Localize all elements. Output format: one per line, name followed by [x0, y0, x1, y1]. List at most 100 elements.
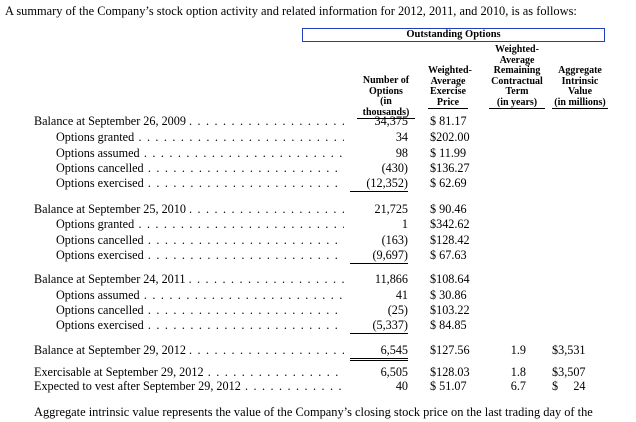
column-header-line: (in thousands) — [362, 96, 410, 118]
intro-paragraph: A summary of the Company’s stock option … — [5, 4, 577, 18]
price-cell: $103.22 — [430, 303, 470, 317]
price-cell: $ 51.07 — [430, 379, 467, 393]
leader-dots: . . . . . . . . . . . . . . . . . . . . … — [138, 130, 344, 144]
table-row: Options exercised . . . . . . . . . . . … — [0, 176, 636, 192]
column-header-line: (in millions) — [554, 96, 606, 108]
leader-dots: . . . . . . . . . . . . . . . . . . . . … — [189, 114, 344, 128]
options-cell: 6,545 — [350, 343, 408, 361]
table-row: Expected to vest after September 29, 201… — [0, 379, 636, 394]
column-header-line: Contractual — [491, 75, 543, 87]
price-cell: $128.03 — [430, 365, 470, 379]
row-label-text: Balance at September 26, 2009 — [34, 114, 186, 128]
price-cell: $342.62 — [430, 217, 470, 231]
row-label-text: Options cancelled — [56, 161, 144, 175]
table-row: Options cancelled . . . . . . . . . . . … — [0, 233, 636, 248]
options-cell: 6,505 — [380, 365, 408, 379]
column-header-line: Value — [567, 86, 593, 97]
price-cell: $ 62.69 — [430, 176, 467, 190]
leader-dots: . . . . . . . . . . . . . . . . . . . . … — [189, 343, 344, 357]
value-cell: $3,531 — [552, 343, 586, 357]
table-row: Options cancelled . . . . . . . . . . . … — [0, 303, 636, 318]
closing-paragraph: Aggregate intrinsic value represents the… — [34, 405, 593, 419]
leader-dots: . . . . . . . . . . . . . . . . . . . . … — [138, 217, 344, 231]
column-header-line: Term — [505, 86, 529, 97]
column-header-line: Price — [436, 96, 460, 108]
options-cell: 40 — [395, 379, 408, 393]
leader-dots: . . . . . . . . . . . . . . . . . . . . … — [143, 146, 344, 160]
table-row: Balance at September 25, 2010 . . . . . … — [0, 202, 636, 217]
options-cell: (9,697) — [350, 248, 408, 264]
row-label: Options cancelled . . . . . . . . . . . … — [56, 303, 344, 318]
row-label: Options cancelled . . . . . . . . . . . … — [56, 161, 344, 176]
price-cell: $108.64 — [430, 272, 470, 286]
row-label-text: Options cancelled — [56, 303, 144, 317]
row-label-text: Balance at September 24, 2011 — [34, 272, 186, 286]
column-header-options: Number of Options (in thousands) — [357, 75, 415, 119]
row-label-text: Options exercised — [56, 318, 144, 332]
table-row: Options cancelled . . . . . . . . . . . … — [0, 161, 636, 176]
term-cell: 1.9 — [510, 343, 526, 357]
options-cell: (430) — [381, 161, 408, 175]
table-row: Options granted . . . . . . . . . . . . … — [0, 217, 636, 232]
row-label: Options exercised . . . . . . . . . . . … — [56, 248, 344, 263]
row-label-text: Expected to vest after September 29, 201… — [34, 379, 241, 393]
row-label: Balance at September 25, 2010 . . . . . … — [34, 202, 344, 217]
price-cell: $127.56 — [430, 343, 470, 357]
leader-dots: . . . . . . . . . . . . . . . . . . . . … — [147, 248, 344, 262]
leader-dots: . . . . . . . . . . . . . . . . . . . . … — [147, 318, 344, 332]
options-cell: (163) — [381, 233, 408, 247]
row-label: Options granted . . . . . . . . . . . . … — [56, 217, 344, 232]
row-label: Options assumed . . . . . . . . . . . . … — [56, 146, 344, 161]
price-cell: $ 67.63 — [430, 248, 467, 262]
options-cell: 21,725 — [374, 202, 408, 216]
leader-dots: . . . . . . . . . . . . . . . — [245, 379, 344, 393]
price-cell: $ 11.99 — [430, 146, 467, 160]
column-header-line: Weighted- — [428, 65, 472, 76]
row-label: Expected to vest after September 29, 201… — [34, 379, 344, 394]
leader-dots: . . . . . . . . . . . . . . . . . . . . … — [147, 233, 344, 247]
row-label: Balance at September 26, 2009 . . . . . … — [34, 114, 344, 129]
row-label-text: Options granted — [56, 217, 135, 231]
leader-dots: . . . . . . . . . . . . . . . . . . . . … — [147, 176, 344, 190]
row-label-text: Options assumed — [56, 146, 140, 160]
value-cell: $ 24 — [552, 379, 586, 393]
row-label: Options exercised . . . . . . . . . . . … — [56, 318, 344, 333]
row-label: Exercisable at September 29, 2012 . . . … — [34, 365, 344, 380]
row-label: Balance at September 24, 2011 . . . . . … — [34, 272, 344, 287]
table-row: Balance at September 26, 2009 . . . . . … — [0, 114, 636, 129]
options-cell: 34,375 — [374, 114, 408, 128]
row-label: Options exercised . . . . . . . . . . . … — [56, 176, 344, 191]
column-header-line: Weighted- — [495, 44, 539, 55]
row-label: Options assumed . . . . . . . . . . . . … — [56, 288, 344, 303]
term-cell: 1.8 — [510, 365, 526, 379]
column-header-line: Average — [499, 54, 535, 66]
row-label-text: Balance at September 25, 2010 — [34, 202, 186, 216]
leader-dots: . . . . . . . . . . . . . . . . . . . . … — [189, 202, 344, 216]
row-label-text: Options cancelled — [56, 233, 144, 247]
options-cell: (25) — [387, 303, 408, 317]
price-cell: $ 81.17 — [430, 114, 467, 128]
table-row: Exercisable at September 29, 2012 . . . … — [0, 365, 636, 380]
row-label-text: Options exercised — [56, 248, 144, 262]
leader-dots: . . . . . . . . . . . . . . . . . . . . … — [147, 303, 344, 317]
row-label-text: Options exercised — [56, 176, 144, 190]
leader-dots: . . . . . . . . . . . . . . . . . . . . … — [188, 272, 344, 286]
table-row: Balance at September 29, 2012 . . . . . … — [0, 343, 636, 361]
column-header-price: Weighted- Average Exercise Price — [428, 65, 472, 109]
options-cell: 11,866 — [374, 272, 408, 286]
table-row: Options assumed . . . . . . . . . . . . … — [0, 288, 636, 303]
table-row: Options assumed . . . . . . . . . . . . … — [0, 146, 636, 161]
leader-dots: . . . . . . . . . . . . . . . . . . . . … — [143, 288, 344, 302]
options-cell: 34 — [395, 130, 408, 144]
table-row: Balance at September 24, 2011 . . . . . … — [0, 272, 636, 287]
value-cell: $3,507 — [552, 365, 586, 379]
table-row: Options exercised . . . . . . . . . . . … — [0, 318, 636, 334]
row-label: Balance at September 29, 2012 . . . . . … — [34, 343, 344, 358]
column-header-line: Exercise — [430, 86, 466, 97]
column-header-line: (in years) — [496, 96, 538, 108]
column-header-line: Options — [369, 85, 403, 97]
leader-dots: . . . . . . . . . . . . . . . . . . . . … — [147, 161, 344, 175]
row-label-text: Exercisable at September 29, 2012 — [34, 365, 204, 379]
column-header-line: Number of — [362, 75, 410, 86]
price-cell: $ 84.85 — [430, 318, 467, 332]
